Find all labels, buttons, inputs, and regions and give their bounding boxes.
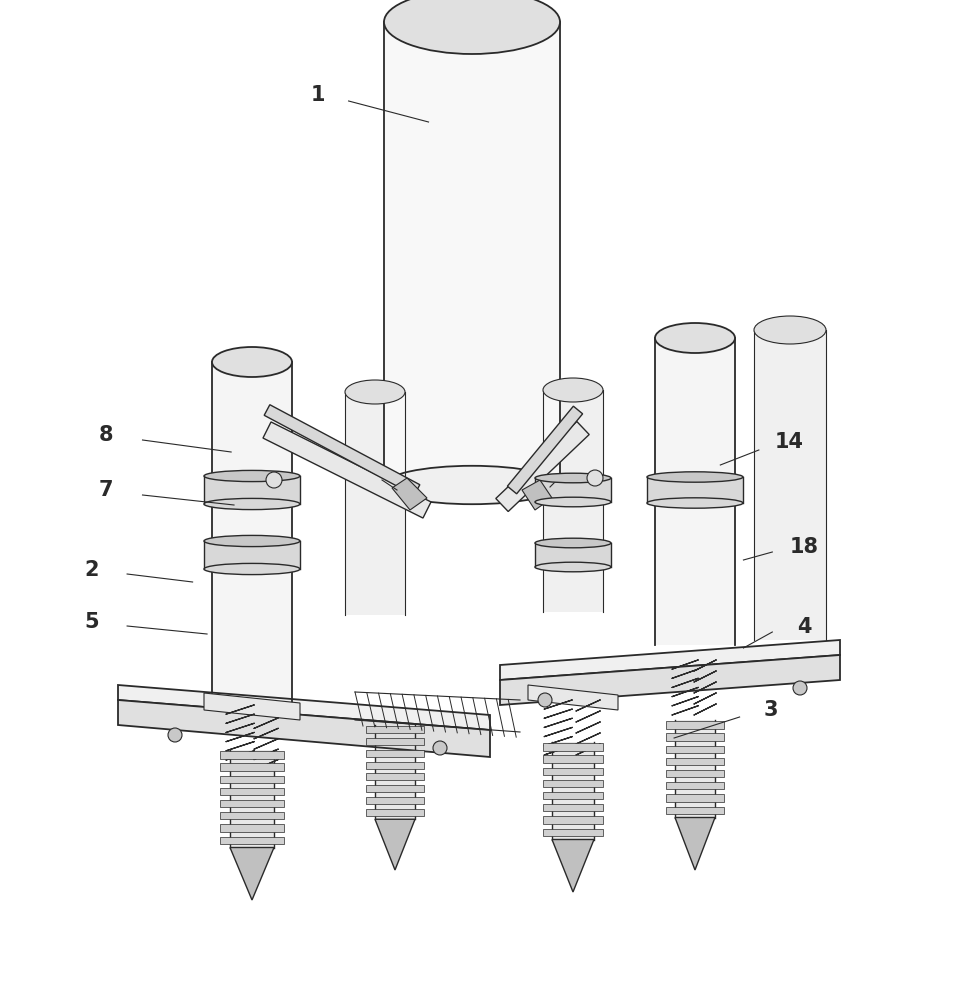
Circle shape: [168, 728, 182, 742]
Polygon shape: [675, 818, 715, 870]
Polygon shape: [647, 477, 743, 503]
Polygon shape: [675, 720, 715, 818]
Polygon shape: [263, 422, 431, 518]
Polygon shape: [542, 755, 604, 763]
Text: 4: 4: [796, 617, 812, 637]
Circle shape: [433, 741, 447, 755]
Text: 14: 14: [775, 432, 804, 452]
Polygon shape: [392, 478, 427, 510]
Polygon shape: [221, 776, 284, 783]
Ellipse shape: [535, 562, 611, 572]
Polygon shape: [221, 812, 284, 819]
Polygon shape: [204, 476, 300, 504]
Polygon shape: [500, 655, 840, 705]
Polygon shape: [221, 837, 284, 844]
Polygon shape: [366, 785, 424, 792]
Polygon shape: [118, 685, 490, 730]
Polygon shape: [522, 480, 552, 510]
Polygon shape: [366, 738, 424, 745]
Circle shape: [587, 470, 603, 486]
Polygon shape: [666, 794, 724, 802]
Ellipse shape: [543, 378, 603, 402]
Polygon shape: [230, 750, 274, 848]
Polygon shape: [542, 780, 604, 787]
Polygon shape: [221, 763, 284, 771]
Polygon shape: [535, 478, 611, 502]
Text: 5: 5: [84, 612, 99, 632]
Polygon shape: [221, 751, 284, 759]
Text: 1: 1: [310, 85, 325, 105]
Polygon shape: [221, 788, 284, 795]
Ellipse shape: [345, 380, 405, 404]
Polygon shape: [204, 693, 300, 720]
Text: 8: 8: [98, 425, 114, 445]
Polygon shape: [542, 743, 604, 751]
Polygon shape: [366, 726, 424, 733]
Polygon shape: [666, 721, 724, 729]
Ellipse shape: [535, 473, 611, 483]
Polygon shape: [496, 421, 589, 512]
Text: 2: 2: [84, 560, 99, 580]
Polygon shape: [666, 746, 724, 753]
Ellipse shape: [754, 316, 826, 344]
Ellipse shape: [647, 498, 743, 508]
Polygon shape: [345, 392, 405, 615]
Circle shape: [793, 681, 807, 695]
Polygon shape: [366, 809, 424, 816]
Ellipse shape: [655, 323, 735, 353]
Circle shape: [538, 693, 552, 707]
Polygon shape: [221, 800, 284, 807]
Ellipse shape: [204, 470, 300, 482]
Ellipse shape: [535, 497, 611, 507]
Ellipse shape: [647, 472, 743, 482]
Ellipse shape: [535, 538, 611, 548]
Polygon shape: [118, 700, 490, 757]
Ellipse shape: [204, 563, 300, 575]
Circle shape: [266, 472, 282, 488]
Polygon shape: [666, 807, 724, 814]
Polygon shape: [542, 829, 604, 836]
Polygon shape: [666, 782, 724, 789]
Ellipse shape: [204, 498, 300, 510]
Polygon shape: [666, 733, 724, 741]
Polygon shape: [666, 758, 724, 765]
Polygon shape: [375, 725, 415, 819]
Polygon shape: [221, 824, 284, 832]
Polygon shape: [230, 848, 274, 900]
Polygon shape: [500, 640, 840, 680]
Text: 18: 18: [790, 537, 819, 557]
Ellipse shape: [384, 466, 560, 504]
Polygon shape: [542, 768, 604, 775]
Polygon shape: [366, 750, 424, 757]
Ellipse shape: [212, 347, 292, 377]
Polygon shape: [542, 792, 604, 799]
Polygon shape: [535, 543, 611, 567]
Polygon shape: [542, 804, 604, 811]
Polygon shape: [264, 405, 420, 495]
Text: 7: 7: [98, 480, 114, 500]
Polygon shape: [552, 742, 594, 840]
Ellipse shape: [204, 535, 300, 547]
Text: 3: 3: [763, 700, 778, 720]
Polygon shape: [204, 541, 300, 569]
Polygon shape: [366, 762, 424, 769]
Polygon shape: [366, 773, 424, 780]
Polygon shape: [366, 797, 424, 804]
Polygon shape: [552, 840, 594, 892]
Polygon shape: [212, 362, 292, 705]
Ellipse shape: [384, 0, 560, 54]
Polygon shape: [543, 390, 603, 612]
Polygon shape: [542, 816, 604, 824]
Polygon shape: [528, 685, 618, 710]
Polygon shape: [508, 406, 583, 494]
Polygon shape: [375, 819, 415, 870]
Polygon shape: [754, 330, 826, 640]
Polygon shape: [384, 22, 560, 485]
Polygon shape: [666, 770, 724, 777]
Polygon shape: [655, 338, 735, 645]
